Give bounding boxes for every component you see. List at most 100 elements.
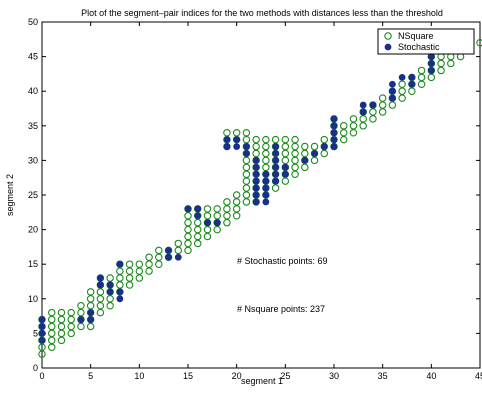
stochastic-point: [242, 143, 250, 150]
nsquare-point: [223, 198, 231, 206]
legend-nsquare-label: NSquare: [398, 31, 434, 41]
stochastic-point: [272, 143, 280, 150]
nsquare-point: [174, 239, 183, 248]
stochastic-point: [252, 170, 260, 178]
stochastic-point: [359, 108, 367, 116]
stochastic-point: [97, 274, 104, 282]
stochastic-point: [194, 212, 202, 220]
legend-box: [377, 28, 475, 55]
stochastic-point: [388, 80, 396, 88]
x-tick-label: 45: [475, 371, 482, 381]
stochastic-point: [408, 73, 416, 81]
stochastic-point: [272, 170, 280, 178]
stochastic-point: [87, 316, 95, 323]
y-tick-label: 45: [28, 52, 38, 62]
nsquare-point: [349, 115, 358, 123]
stochastic-point: [165, 246, 172, 254]
chart-title: Plot of the segment–pair indices for the…: [81, 8, 443, 18]
nsquare-point: [339, 122, 348, 130]
y-tick-label: 15: [28, 259, 38, 269]
x-tick-label: 30: [329, 371, 339, 381]
stochastic-points: [38, 46, 435, 344]
stochastic-point: [252, 191, 260, 199]
stochastic-point: [262, 191, 270, 199]
legend-stochastic-label: Stochastic: [398, 42, 440, 52]
nsquare-point: [291, 135, 299, 144]
nsquare-point: [476, 39, 482, 47]
x-tick-label: 0: [39, 371, 44, 381]
x-tick-label: 20: [232, 371, 242, 381]
stochastic-point: [262, 198, 270, 206]
nsquare-point: [320, 135, 329, 144]
x-tick-label: 25: [280, 371, 290, 381]
stochastic-point: [369, 101, 377, 109]
stochastic-point: [311, 150, 318, 157]
x-tick-label: 5: [88, 371, 93, 381]
stochastic-point: [398, 73, 406, 81]
nsquare-point: [203, 205, 212, 213]
x-tick-label: 15: [183, 371, 193, 381]
y-tick-label: 30: [28, 155, 38, 165]
nsquare-point: [135, 260, 144, 268]
nsquare-point: [262, 135, 270, 144]
stochastic-point: [252, 156, 260, 164]
nsquare-point: [47, 308, 56, 317]
x-tick-label: 35: [378, 371, 388, 381]
nsquare-point: [232, 128, 241, 137]
nsquare-point: [106, 274, 114, 282]
stochastic-point: [77, 316, 85, 323]
nsquare-point: [125, 260, 134, 268]
nsquare-point: [271, 135, 280, 144]
stochastic-point: [272, 177, 280, 185]
stochastic-point: [87, 309, 95, 317]
nsquare-point: [281, 135, 290, 144]
nsquare-point: [86, 288, 95, 296]
stochastic-point: [252, 184, 260, 192]
stochastic-point: [165, 253, 172, 261]
stochastic-point: [330, 122, 338, 130]
stochastic-point: [38, 329, 46, 337]
stochastic-point: [233, 136, 241, 144]
x-tick-label: 40: [426, 371, 436, 381]
nsquare-point: [232, 191, 241, 199]
nsquare-point: [155, 246, 163, 255]
stochastic-point: [330, 143, 338, 150]
stochastic-point: [116, 288, 124, 296]
nsquare-point: [223, 128, 231, 137]
stochastic-point: [281, 170, 289, 178]
stochastic-point: [233, 143, 241, 150]
stochastic-point: [359, 101, 367, 109]
nsquare-point: [67, 308, 75, 317]
stochastic-point: [427, 60, 435, 67]
stochastic-point: [174, 253, 182, 261]
stochastic-point: [106, 288, 114, 296]
stochastic-point: [262, 170, 270, 178]
x-axis-label: segment 1: [241, 376, 283, 386]
nsquare-point: [77, 301, 85, 310]
y-tick-label: 5: [33, 328, 38, 338]
y-axis-label: segment 2: [5, 174, 15, 216]
stochastic-point: [242, 150, 250, 157]
x-tick-label: 10: [134, 371, 144, 381]
stochastic-point: [116, 260, 124, 268]
nsquare-point: [242, 128, 251, 137]
stochastic-point: [194, 205, 202, 213]
legend-nsquare-marker: [384, 32, 392, 40]
stochastic-point: [223, 136, 231, 144]
y-tick-label: 50: [28, 17, 38, 27]
stochastic-point: [252, 198, 260, 206]
stochastic-point: [106, 281, 114, 289]
legend-stochastic-marker: [384, 43, 392, 51]
nsquare-count-annotation: # Nsquare points: 237: [237, 304, 325, 314]
nsquare-point: [57, 308, 66, 317]
y-tick-label: 40: [28, 86, 38, 96]
stochastic-point: [388, 87, 396, 95]
stochastic-point: [427, 67, 435, 74]
stochastic-point: [272, 150, 280, 157]
stochastic-point: [38, 316, 46, 323]
y-tick-label: 10: [28, 294, 38, 304]
stochastic-point: [252, 163, 260, 171]
nsquare-point: [145, 253, 153, 262]
axis-ticks: 0 5 10 15 20 25 30 35 40 45 0 5 10 15 20 25 30 35 40 45 50: [28, 17, 482, 381]
